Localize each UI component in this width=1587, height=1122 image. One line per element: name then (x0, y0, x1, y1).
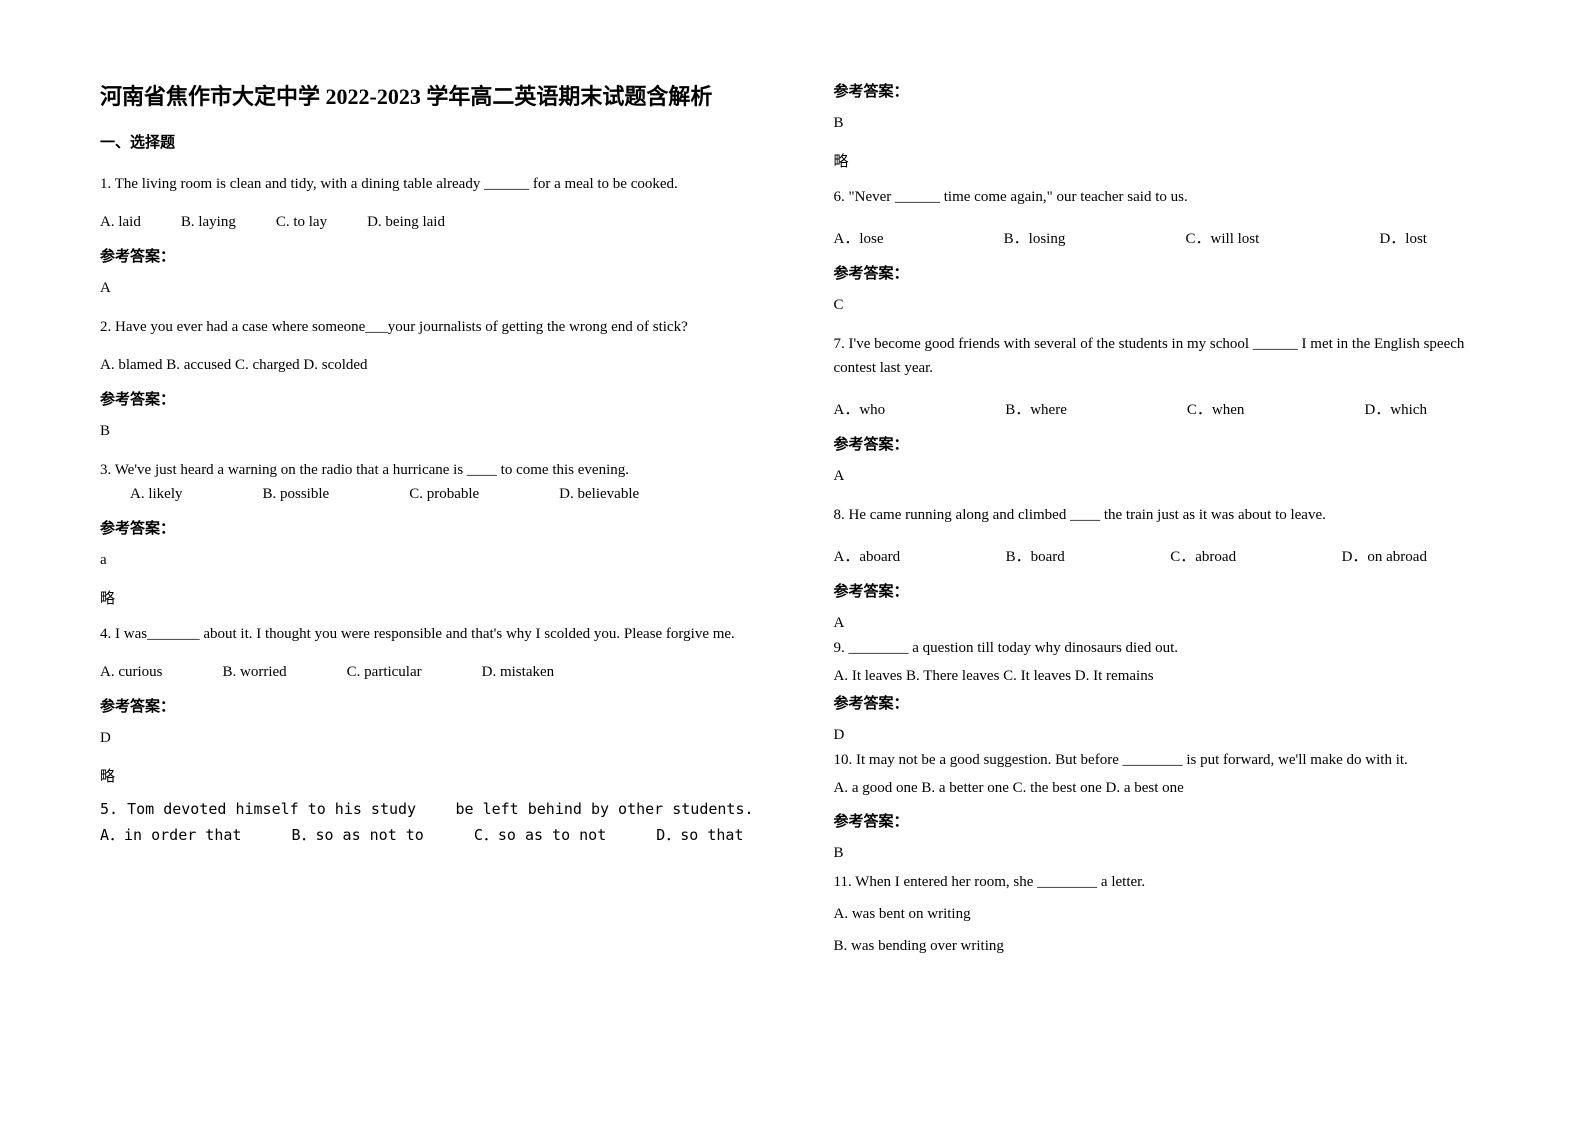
q6-optA: A．lose (834, 227, 884, 248)
q11-text: 11. When I entered her room, she _______… (834, 870, 1488, 894)
q4-answer: D (100, 730, 754, 747)
q5-answer-label: 参考答案： (834, 80, 1488, 101)
q8-optD: D．on abroad (1342, 545, 1427, 566)
q8-optC: C．abroad (1170, 545, 1236, 566)
q4-optB: B. worried (223, 664, 287, 681)
q6-options: A．lose B．losing C．will lost D．lost (834, 227, 1488, 248)
q8-options: A．aboard B．board C．abroad D．on abroad (834, 545, 1488, 566)
q3-optA: A. likely (130, 486, 183, 503)
q10-answer-label: 参考答案： (834, 810, 1488, 831)
q11-optB: B. was bending over writing (834, 934, 1488, 958)
page-container: 河南省焦作市大定中学 2022-2023 学年高二英语期末试题含解析 一、选择题… (100, 80, 1487, 962)
q1-answer: A (100, 280, 754, 297)
q6-optD: D．lost (1379, 227, 1427, 248)
q5-note: 略 (834, 150, 1488, 171)
q2-answer-label: 参考答案： (100, 388, 754, 409)
q7-answer: A (834, 468, 1488, 485)
q7-optC: C．when (1187, 398, 1245, 419)
q5-optD: D．so that (656, 824, 743, 845)
q7-optB: B．where (1005, 398, 1067, 419)
document-title: 河南省焦作市大定中学 2022-2023 学年高二英语期末试题含解析 (100, 80, 754, 113)
right-column: 参考答案： B 略 6. "Never ______ time come aga… (834, 80, 1488, 962)
q5-optC: C．so as to not (474, 824, 606, 845)
q8-answer: A (834, 615, 1488, 632)
q9-answer-label: 参考答案： (834, 692, 1488, 713)
q4-answer-label: 参考答案： (100, 695, 754, 716)
q3-answer-label: 参考答案： (100, 517, 754, 538)
q3-answer: a (100, 552, 754, 569)
q8-optA: A．aboard (834, 545, 901, 566)
q5-text1: 5. Tom devoted himself to his study (100, 800, 416, 818)
q5-answer: B (834, 115, 1488, 132)
q4-note: 略 (100, 765, 754, 786)
q4-optC: C. particular (347, 664, 422, 681)
q8-text: 8. He came running along and climbed ___… (834, 503, 1488, 527)
q11-optA: A. was bent on writing (834, 902, 1488, 926)
q3-optC: C. probable (409, 486, 479, 503)
q3-text: 3. We've just heard a warning on the rad… (100, 458, 754, 482)
q6-optC: C．will lost (1186, 227, 1260, 248)
q10-options: A. a good one B. a better one C. the bes… (834, 776, 1488, 800)
q5-optB: B．so as not to (291, 824, 423, 845)
left-column: 河南省焦作市大定中学 2022-2023 学年高二英语期末试题含解析 一、选择题… (100, 80, 754, 962)
q6-answer-label: 参考答案： (834, 262, 1488, 283)
section-header: 一、选择题 (100, 131, 754, 152)
q9-options: A. It leaves B. There leaves C. It leave… (834, 664, 1488, 688)
q4-optD: D. mistaken (482, 664, 555, 681)
q9-text: 9. ________ a question till today why di… (834, 636, 1488, 660)
q2-answer: B (100, 423, 754, 440)
q5-options: A．in order that B．so as not to C．so as t… (100, 824, 754, 845)
q7-optD: D．which (1364, 398, 1427, 419)
q7-text: 7. I've become good friends with several… (834, 332, 1488, 380)
q8-answer-label: 参考答案： (834, 580, 1488, 601)
q1-optB: B. laying (181, 214, 236, 231)
q1-answer-label: 参考答案： (100, 245, 754, 266)
q10-answer: B (834, 845, 1488, 862)
q5-text: 5. Tom devoted himself to his study be l… (100, 800, 754, 818)
q1-optA: A. laid (100, 214, 141, 231)
q7-optA: A．who (834, 398, 886, 419)
q1-optD: D. being laid (367, 214, 445, 231)
q3-optB: B. possible (263, 486, 330, 503)
q5-text2: be left behind by other students. (455, 800, 753, 818)
q6-answer: C (834, 297, 1488, 314)
q2-text: 2. Have you ever had a case where someon… (100, 315, 754, 339)
q4-options: A. curious B. worried C. particular D. m… (100, 664, 754, 681)
q5-optA: A．in order that (100, 824, 241, 845)
q9-answer: D (834, 727, 1488, 744)
q2-options: A. blamed B. accused C. charged D. scold… (100, 357, 754, 374)
q1-text: 1. The living room is clean and tidy, wi… (100, 172, 754, 196)
q4-text: 4. I was_______ about it. I thought you … (100, 622, 754, 646)
q3-optD: D. believable (559, 486, 639, 503)
q7-options: A．who B．where C．when D．which (834, 398, 1488, 419)
q3-options: A. likely B. possible C. probable D. bel… (100, 486, 754, 503)
q10-text: 10. It may not be a good suggestion. But… (834, 748, 1488, 772)
q4-optA: A. curious (100, 664, 163, 681)
q6-optB: B．losing (1004, 227, 1066, 248)
q7-answer-label: 参考答案： (834, 433, 1488, 454)
q1-optC: C. to lay (276, 214, 327, 231)
q3-note: 略 (100, 587, 754, 608)
q6-text: 6. "Never ______ time come again," our t… (834, 185, 1488, 209)
q1-options: A. laid B. laying C. to lay D. being lai… (100, 214, 754, 231)
q8-optB: B．board (1006, 545, 1065, 566)
